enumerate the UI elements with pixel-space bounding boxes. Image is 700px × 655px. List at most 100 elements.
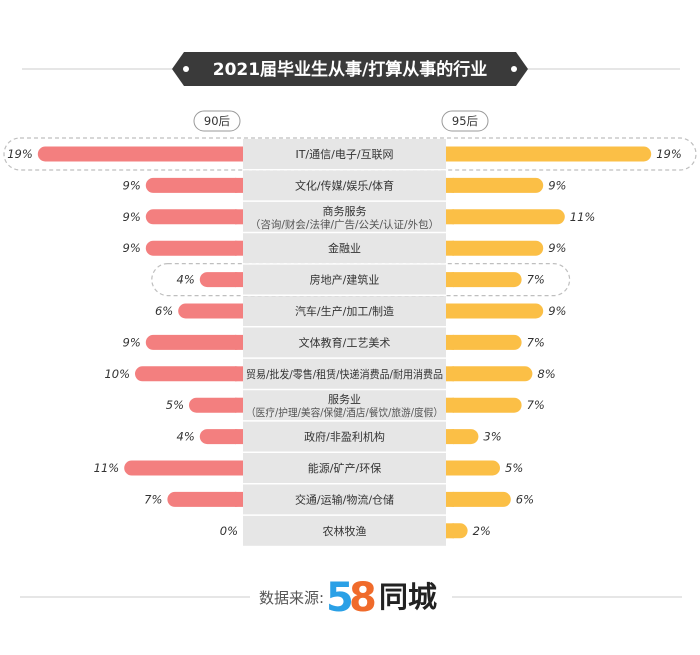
logo-text: 同城	[379, 580, 437, 614]
bar-95s	[446, 177, 544, 193]
category-label: 汽车/生产/加工/制造	[295, 304, 394, 318]
bar-90s-inner	[235, 429, 243, 445]
bar-90s-inner	[235, 303, 243, 319]
value-label-95s: 19%	[656, 147, 682, 161]
bar-95s	[446, 272, 522, 288]
category-label: 贸易/批发/零售/租赁/快递消费品/耐用消费品	[246, 367, 443, 381]
industry-row: 0% 2% 农林牧渔	[220, 514, 491, 539]
value-label-95s: 6%	[516, 492, 534, 506]
bar-95s-inner	[446, 460, 454, 476]
right-header: 95后	[452, 114, 478, 128]
bar-95s-inner	[446, 334, 454, 350]
bar-90s	[189, 397, 243, 413]
category-label: 房地产/建筑业	[310, 273, 380, 287]
bar-90s-inner	[235, 334, 243, 350]
category-label: 政府/非盈利机构	[304, 430, 385, 444]
industry-row: 4% 3% 政府/非盈利机构	[177, 420, 502, 445]
bar-90s	[135, 366, 243, 382]
value-label-95s: 5%	[505, 461, 523, 475]
value-label-90s: 5%	[166, 398, 184, 412]
industry-row: 9% 9% 文化/传媒/娱乐/体育	[123, 168, 566, 193]
chart-rows: 19% 19% IT/通信/电子/互联网 9% 9% 文化/传媒/娱乐/体育 9% 11% 商务…	[7, 146, 682, 539]
bar-90s	[199, 272, 243, 288]
bar-95s	[446, 303, 544, 319]
value-label-95s: 11%	[570, 210, 596, 224]
bar-95s-inner	[446, 209, 454, 225]
industry-row: 19% 19% IT/通信/电子/互联网	[7, 146, 682, 162]
bar-90s-inner	[235, 491, 243, 507]
bar-95s-inner	[446, 523, 454, 539]
bar-90s-inner	[235, 397, 243, 413]
bar-90s	[145, 209, 243, 225]
title-banner	[172, 52, 528, 86]
industry-row: 11% 5% 能源/矿产/环保	[94, 451, 523, 476]
bar-90s-inner	[235, 209, 243, 225]
bar-95s-inner	[446, 366, 454, 382]
value-label-95s: 2%	[473, 524, 491, 538]
bar-90s	[178, 303, 243, 319]
category-label: 文体教育/工艺美术	[299, 335, 391, 349]
value-label-90s: 9%	[123, 241, 141, 255]
bar-90s-inner	[235, 366, 243, 382]
source-label: 数据来源:	[259, 589, 324, 607]
bar-95s-inner	[446, 303, 454, 319]
bar-95s	[446, 460, 500, 476]
bar-90s-inner	[235, 272, 243, 288]
category-label: 农林牧渔	[323, 524, 367, 538]
bar-95s-inner	[446, 429, 454, 445]
bar-90s	[199, 429, 243, 445]
bar-95s-inner	[446, 272, 454, 288]
bar-90s	[145, 177, 243, 193]
value-label-95s: 9%	[548, 178, 566, 192]
chart-decor: 2021届毕业生从事/打算从事的行业 90后 95后	[3, 52, 697, 546]
bar-95s	[446, 491, 511, 507]
bar-95s	[446, 240, 544, 256]
category-label: 能源/矿产/环保	[308, 461, 381, 475]
bar-90s-inner	[235, 460, 243, 476]
bar-95s	[446, 429, 479, 445]
bar-90s	[145, 334, 243, 350]
bar-90s	[167, 491, 243, 507]
industry-row: 6% 9% 汽车/生产/加工/制造	[155, 294, 566, 319]
value-label-90s: 9%	[123, 210, 141, 224]
industry-row: 9% 7% 文体教育/工艺美术	[123, 325, 545, 350]
value-label-95s: 8%	[537, 367, 555, 381]
category-label: 金融业	[328, 241, 361, 255]
logo-digit-5: 5	[326, 575, 354, 621]
category-label: 服务业	[328, 393, 361, 406]
value-label-90s: 4%	[177, 430, 195, 444]
title-dot-right	[511, 66, 517, 72]
value-label-90s: 9%	[123, 335, 141, 349]
value-label-90s: 6%	[155, 304, 173, 318]
category-label: 商务服务	[323, 204, 367, 218]
category-note: （咨询/财会/法律/广告/公关/认证/外包）	[250, 218, 439, 231]
left-header: 90后	[204, 114, 230, 128]
value-label-90s: 4%	[177, 273, 195, 287]
bar-95s-inner	[446, 240, 454, 256]
value-label-95s: 9%	[548, 241, 566, 255]
value-label-90s: 7%	[144, 492, 162, 506]
bar-95s	[446, 397, 522, 413]
industry-row: 7% 6% 交通/运输/物流/仓储	[144, 482, 534, 507]
chart-title: 2021届毕业生从事/打算从事的行业	[213, 59, 488, 80]
bar-95s	[446, 366, 533, 382]
bar-90s-inner	[235, 240, 243, 256]
bar-90s-inner	[235, 146, 243, 162]
industry-row: 10% 8% 贸易/批发/零售/租赁/快递消费品/耐用消费品	[104, 357, 556, 382]
title-dot-left	[183, 66, 189, 72]
bar-90s	[145, 240, 243, 256]
category-label: 交通/运输/物流/仓储	[295, 492, 394, 506]
value-label-95s: 3%	[483, 430, 501, 444]
bar-95s-inner	[446, 491, 454, 507]
bar-95s-inner	[446, 397, 454, 413]
value-label-90s: 0%	[220, 524, 238, 538]
value-label-90s: 9%	[123, 178, 141, 192]
value-label-90s: 10%	[104, 367, 130, 381]
industry-row: 9% 11% 商务服务（咨询/财会/法律/广告/公关/认证/外包）	[123, 200, 596, 231]
bar-90s	[124, 460, 243, 476]
logo-digit-8: 8	[349, 575, 377, 621]
value-label-90s: 19%	[7, 147, 33, 161]
bar-90s-inner	[235, 177, 243, 193]
